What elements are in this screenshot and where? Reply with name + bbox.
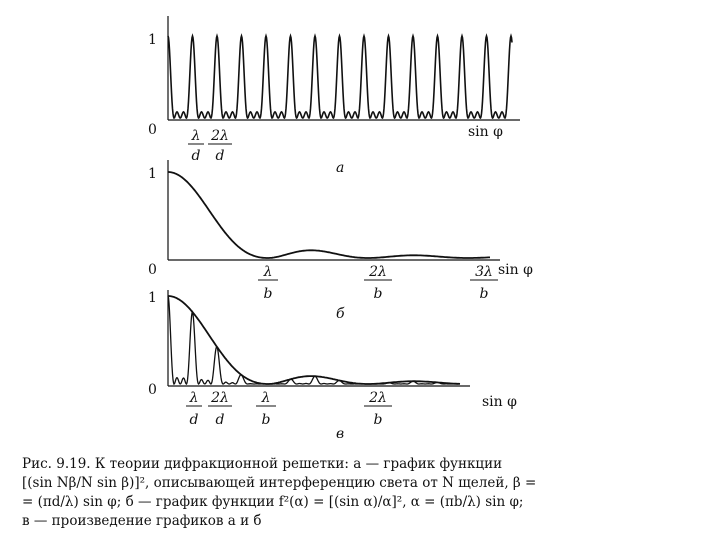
panel-c-tick-2-den: d (216, 412, 225, 428)
panel-b-tick-1-den: b (264, 286, 273, 302)
panel-b-tick-1: λ b (258, 264, 278, 302)
panel-b-y-tick-1: 1 (148, 166, 157, 182)
panel-c: 1 0 sin φ λ d 2λ d λ b 2λ b в (148, 290, 517, 442)
panel-c-origin: 0 (148, 382, 157, 398)
panel-c-tick-3-num: λ (261, 390, 271, 406)
caption-line-1: Рис. 9.19. К теории дифракционной решетк… (22, 456, 503, 472)
panel-a-tick-2-den: d (216, 148, 225, 164)
panel-c-tick-2-num: 2λ (210, 390, 229, 406)
panel-a-x-label: sin φ (468, 124, 503, 140)
caption-line-3: = (πd/λ) sin φ; б — график функции f²(α)… (22, 494, 524, 510)
panel-c-tick-4-den: b (374, 412, 383, 428)
diffraction-figure: 1 0 sin φ λ d 2λ d а 1 0 sin φ λ b 2λ (148, 16, 533, 442)
panel-b-tick-2-num: 2λ (368, 264, 387, 280)
panel-a-label: а (336, 160, 344, 176)
panel-c-tick-2: 2λ d (208, 390, 232, 428)
panel-a-tick-1-num: λ (191, 128, 201, 144)
caption-line-2: [(sin Nβ/N sin β)]², описывающей интерфе… (22, 475, 537, 491)
panel-b-tick-3: 3λ b (470, 264, 498, 302)
panel-b-tick-1-num: λ (263, 264, 273, 280)
panel-b-tick-2-den: b (374, 286, 383, 302)
panel-a-tick-1: λ d (188, 128, 204, 164)
panel-c-tick-1-num: λ (189, 390, 199, 406)
panel-c-tick-4-num: 2λ (368, 390, 387, 406)
panel-a-curve (167, 33, 513, 120)
panel-c-tick-3-den: b (262, 412, 271, 428)
panel-b: 1 0 sin φ λ b 2λ b 3λ b б (148, 160, 533, 322)
panel-c-label: в (336, 426, 344, 442)
panel-a-tick-2-num: 2λ (210, 128, 229, 144)
panel-c-tick-4: 2λ b (364, 390, 392, 428)
panel-c-x-label: sin φ (482, 394, 517, 410)
panel-b-curve (168, 171, 490, 259)
panel-a-tick-2: 2λ d (208, 128, 232, 164)
panel-a-tick-1-den: d (192, 148, 201, 164)
figure-caption: Рис. 9.19. К теории дифракционной решетк… (22, 455, 682, 531)
panel-c-peaks (167, 295, 460, 386)
panel-a: 1 0 sin φ λ d 2λ d а (148, 16, 520, 176)
panel-a-origin: 0 (148, 122, 157, 138)
panel-c-envelope (168, 295, 461, 385)
panel-b-x-label: sin φ (498, 262, 533, 278)
panel-c-y-tick-1: 1 (148, 290, 157, 306)
panel-b-tick-2: 2λ b (364, 264, 392, 302)
panel-b-tick-3-den: b (480, 286, 489, 302)
panel-a-y-tick-1: 1 (148, 32, 157, 48)
panel-c-tick-1-den: d (190, 412, 199, 428)
caption-line-4: в — произведение графиков а и б (22, 513, 262, 529)
panel-b-label: б (336, 306, 345, 322)
panel-c-tick-1: λ d (186, 390, 202, 428)
panel-b-origin: 0 (148, 262, 157, 278)
panel-c-tick-3: λ b (256, 390, 276, 428)
panel-b-tick-3-num: 3λ (475, 264, 493, 280)
